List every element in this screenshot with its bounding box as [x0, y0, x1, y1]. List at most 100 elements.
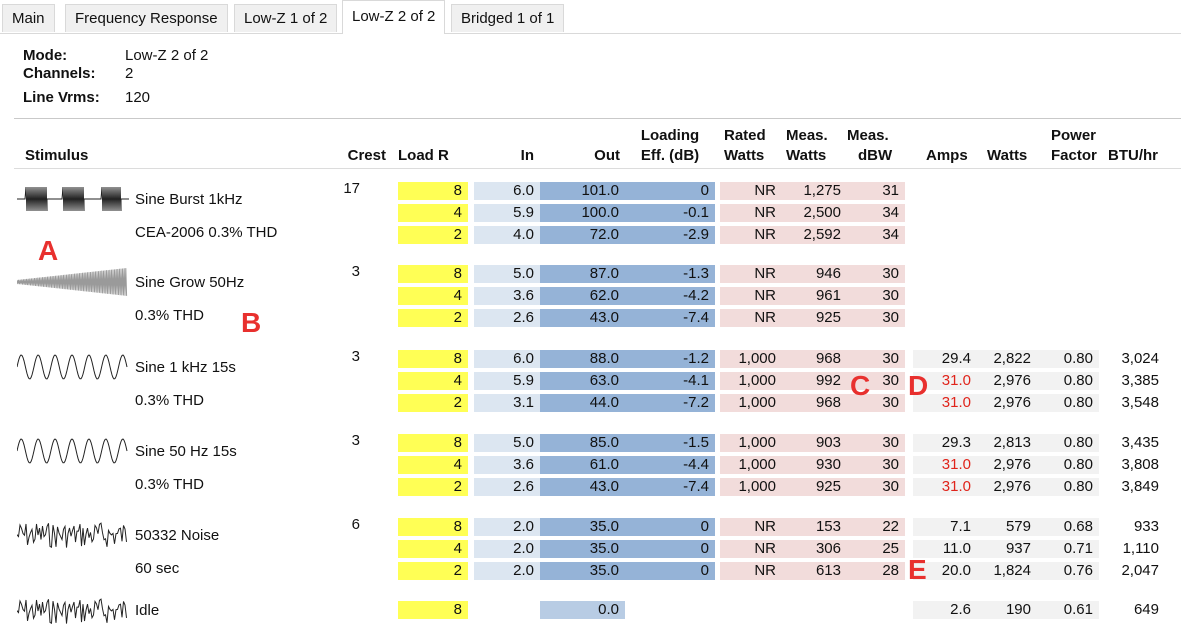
meas-dbw-cell: 30 [847, 309, 905, 327]
input-cell: 6.0 [474, 350, 540, 368]
header-power: Power [1051, 127, 1097, 144]
loading-eff-cell: 0 [625, 540, 715, 558]
stimulus-name: Sine 50 Hz 15s [135, 443, 237, 460]
stimulus-name: Sine 1 kHz 15s [135, 359, 236, 376]
loading-eff-cell: -1.2 [625, 350, 715, 368]
input-cell: 3.1 [474, 394, 540, 412]
header-rated-watts: Watts [724, 147, 765, 164]
watts-cell: 1,824 [977, 562, 1037, 580]
meas-dbw-cell: 25 [847, 540, 905, 558]
input-cell: 2.0 [474, 518, 540, 536]
amps-cell: 31.0 [913, 478, 977, 496]
load-r-cell: 8 [398, 265, 468, 283]
stimulus-detail: 0.3% THD [135, 392, 204, 409]
loading-eff-cell: 0 [625, 518, 715, 536]
noise-waveform-icon [17, 598, 127, 625]
channels-value: 2 [125, 65, 134, 82]
input-cell: 3.6 [474, 456, 540, 474]
watts-cell: 2,822 [977, 350, 1037, 368]
output-cell: 43.0 [540, 478, 625, 496]
header-factor: Factor [1051, 147, 1097, 164]
output-cell: 62.0 [540, 287, 625, 305]
input-cell: 5.0 [474, 265, 540, 283]
watts-cell: 579 [977, 518, 1037, 536]
amps-cell: 20.0 [913, 562, 977, 580]
rated-watts-cell: 1,000 [720, 478, 782, 496]
power-factor-cell: 0.71 [1037, 540, 1099, 558]
power-factor-cell: 0.80 [1037, 394, 1099, 412]
meas-watts-cell: 2,592 [782, 226, 847, 244]
rated-watts-cell: 1,000 [720, 456, 782, 474]
loading-eff-cell: -1.3 [625, 265, 715, 283]
tab-low-z-2-of-2[interactable]: Low-Z 2 of 2 [342, 0, 446, 34]
input-cell: 2.0 [474, 562, 540, 580]
header-meas-watts: Watts [786, 147, 827, 164]
meas-dbw-cell: 31 [847, 182, 905, 200]
watts-cell: 2,976 [977, 478, 1037, 496]
power-factor-cell: 0.80 [1037, 372, 1099, 390]
meas-dbw-cell: 30 [847, 434, 905, 452]
power-factor-cell: 0.68 [1037, 518, 1099, 536]
power-factor-cell: 0.80 [1037, 434, 1099, 452]
meas-watts-cell: 968 [782, 394, 847, 412]
meas-watts-cell: 1,275 [782, 182, 847, 200]
meas-watts-cell: 903 [782, 434, 847, 452]
loading-eff-cell: -2.9 [625, 226, 715, 244]
output-cell: 0.0 [540, 601, 625, 619]
load-r-cell: 2 [398, 562, 468, 580]
amps-cell: 2.6 [913, 601, 977, 619]
tab-strip: Main Frequency Response Low-Z 1 of 2 Low… [0, 0, 1181, 34]
amps-cell: 29.4 [913, 350, 977, 368]
rated-watts-cell: NR [720, 309, 782, 327]
annotation-d: D [908, 370, 929, 401]
power-factor-cell: 0.76 [1037, 562, 1099, 580]
crest-value: 3 [351, 263, 360, 280]
header-out: Out [594, 147, 620, 164]
header-rated: Rated [724, 127, 766, 144]
meas-dbw-cell: 30 [847, 394, 905, 412]
input-cell: 2.0 [474, 540, 540, 558]
rated-watts-cell: 1,000 [720, 350, 782, 368]
amps-cell: 11.0 [913, 540, 977, 558]
input-cell: 6.0 [474, 182, 540, 200]
tab-frequency-response[interactable]: Frequency Response [65, 4, 228, 32]
watts-cell: 2,976 [977, 372, 1037, 390]
output-cell: 44.0 [540, 394, 625, 412]
input-cell: 5.9 [474, 372, 540, 390]
annotation-a: A [38, 235, 59, 266]
grow-waveform-icon [17, 268, 128, 296]
meas-watts-cell: 968 [782, 350, 847, 368]
rated-watts-cell: 1,000 [720, 394, 782, 412]
meas-dbw-cell: 30 [847, 478, 905, 496]
loading-eff-cell: -4.4 [625, 456, 715, 474]
meas-dbw-cell: 30 [847, 350, 905, 368]
stimulus-detail: 0.3% THD [135, 476, 204, 493]
load-r-cell: 4 [398, 372, 468, 390]
output-cell: 85.0 [540, 434, 625, 452]
output-cell: 63.0 [540, 372, 625, 390]
btu-cell: 1,110 [1099, 540, 1165, 558]
rated-watts-cell: NR [720, 226, 782, 244]
header-watts: Watts [987, 147, 1028, 164]
header-in: In [520, 147, 534, 164]
output-cell: 87.0 [540, 265, 625, 283]
power-factor-cell: 0.80 [1037, 478, 1099, 496]
loading-eff-cell: -7.2 [625, 394, 715, 412]
crest-value: 17 [343, 180, 360, 197]
burst-waveform-icon [17, 186, 129, 212]
input-cell: 5.0 [474, 434, 540, 452]
tab-bridged-1-of-1[interactable]: Bridged 1 of 1 [451, 4, 565, 32]
rated-watts-cell: 1,000 [720, 372, 782, 390]
tab-low-z-1-of-2[interactable]: Low-Z 1 of 2 [234, 4, 338, 32]
stimulus-name: 50332 Noise [135, 527, 220, 544]
amps-cell: 31.0 [913, 394, 977, 412]
power-factor-cell: 0.61 [1037, 601, 1099, 619]
rated-watts-cell: NR [720, 540, 782, 558]
loading-eff-cell: -1.5 [625, 434, 715, 452]
header-crest: Crest [347, 147, 386, 164]
rated-watts-cell: NR [720, 562, 782, 580]
column-header-divider [14, 168, 1181, 169]
tab-main[interactable]: Main [2, 4, 55, 32]
amps-cell: 29.3 [913, 434, 977, 452]
btu-cell: 3,849 [1099, 478, 1165, 496]
